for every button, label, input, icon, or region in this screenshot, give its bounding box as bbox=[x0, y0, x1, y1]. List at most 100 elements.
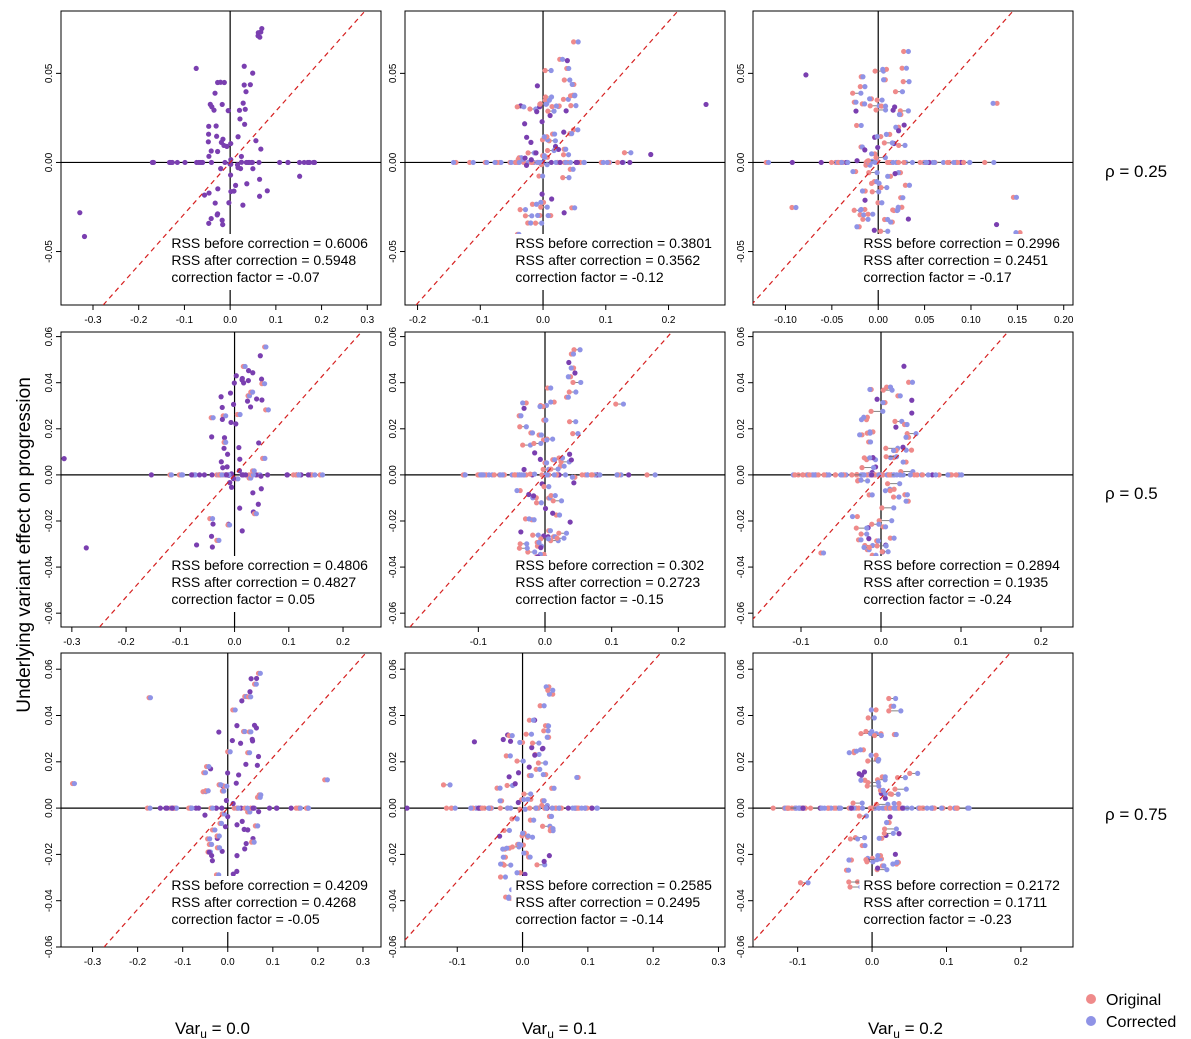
overlapping-point bbox=[201, 472, 207, 478]
y-tick-label: -0.04 bbox=[44, 889, 55, 912]
regression-dashed-line bbox=[102, 11, 366, 305]
original-point bbox=[789, 204, 795, 211]
overlapping-point bbox=[305, 472, 311, 478]
overlapping-point bbox=[239, 375, 245, 382]
overlapping-point bbox=[539, 119, 545, 125]
corrected-point bbox=[516, 159, 522, 166]
x-tick-label: 0.2 bbox=[311, 957, 325, 968]
corrected-point bbox=[536, 740, 542, 746]
overlapping-point bbox=[237, 116, 243, 122]
original-point bbox=[523, 400, 529, 406]
original-point bbox=[884, 159, 891, 166]
overlapping-point bbox=[241, 63, 247, 69]
original-point bbox=[545, 687, 551, 693]
corrected-point bbox=[543, 805, 549, 811]
corrected-point bbox=[548, 399, 554, 405]
original-point bbox=[503, 753, 509, 759]
corrected-point bbox=[857, 432, 863, 438]
original-point bbox=[864, 783, 870, 789]
corrected-point bbox=[880, 787, 886, 793]
overlapping-point bbox=[247, 689, 253, 695]
original-point bbox=[523, 731, 529, 737]
corrected-point bbox=[500, 846, 506, 852]
corrected-point bbox=[530, 717, 536, 723]
corrected-point bbox=[538, 440, 544, 447]
x-tick-label: 0.2 bbox=[671, 637, 685, 648]
corrected-point bbox=[528, 220, 534, 226]
corrected-point bbox=[924, 159, 930, 166]
corrected-point bbox=[874, 133, 880, 140]
overlapping-point bbox=[901, 363, 907, 369]
y-tick-label: 0.02 bbox=[388, 419, 399, 439]
original-point bbox=[542, 97, 548, 103]
overlapping-point bbox=[239, 698, 245, 704]
overlapping-point bbox=[899, 805, 906, 811]
corrected-point bbox=[237, 411, 243, 418]
y-tick-label: 0.02 bbox=[736, 752, 747, 772]
corrected-point bbox=[930, 159, 936, 166]
overlapping-point bbox=[901, 122, 907, 128]
overlapping-point bbox=[206, 849, 212, 855]
corrected-point bbox=[516, 472, 522, 478]
original-point bbox=[865, 715, 871, 721]
corrected-point bbox=[212, 827, 218, 833]
corrected-point bbox=[864, 525, 870, 531]
corrected-point bbox=[890, 447, 897, 454]
corrected-point bbox=[202, 770, 209, 776]
original-point bbox=[869, 521, 875, 527]
row-label-rho-025: ρ = 0.25 bbox=[1105, 162, 1167, 181]
overlapping-point bbox=[297, 173, 303, 179]
corrected-point bbox=[324, 777, 330, 783]
corrected-point bbox=[528, 731, 535, 737]
corrected-point bbox=[893, 124, 899, 130]
corrected-point bbox=[568, 365, 574, 371]
corrected-point bbox=[569, 474, 575, 480]
overlapping-point bbox=[220, 221, 226, 228]
corrected-point bbox=[874, 170, 880, 176]
original-point bbox=[872, 68, 878, 74]
x-tick-label: 0.3 bbox=[712, 957, 726, 968]
overlapping-point bbox=[507, 738, 514, 744]
corrected-point bbox=[544, 204, 550, 210]
overlapping-point bbox=[234, 723, 240, 729]
overlapping-point bbox=[254, 762, 260, 768]
overlapping-point bbox=[234, 853, 240, 859]
overlapping-point bbox=[236, 107, 243, 113]
corrected-point bbox=[552, 138, 558, 144]
corrected-point bbox=[547, 528, 554, 534]
corrected-point bbox=[865, 478, 871, 484]
original-point bbox=[879, 549, 885, 555]
overlapping-point bbox=[530, 493, 537, 499]
corrected-point bbox=[546, 97, 552, 103]
overlapping-point bbox=[236, 772, 242, 778]
corrected-point bbox=[262, 455, 268, 461]
corrected-point bbox=[821, 805, 828, 811]
corrected-point bbox=[885, 549, 891, 555]
corrected-point bbox=[246, 750, 253, 756]
corrected-point bbox=[507, 753, 513, 759]
corrected-point bbox=[499, 472, 505, 478]
corrected-point bbox=[250, 472, 256, 478]
overlapping-point bbox=[77, 210, 83, 216]
overlapping-point bbox=[264, 472, 271, 478]
overlapping-point bbox=[245, 368, 252, 374]
scatter-panel: -0.3 -0.2 -0.1 0.0 0.1 0.2 0.3 -0.06 -0.04 -0.02 0… bbox=[44, 652, 382, 968]
corrected-point bbox=[865, 216, 871, 222]
y-tick-label: 0.00 bbox=[736, 152, 747, 172]
corrected-point bbox=[524, 545, 530, 551]
x-tick-label: -0.3 bbox=[63, 637, 81, 648]
y-tick-label: -0.04 bbox=[388, 889, 399, 912]
x-tick-label: 0.1 bbox=[954, 637, 968, 648]
corrected-point bbox=[575, 431, 581, 437]
rss-annotation: RSS after correction = 0.3562 bbox=[515, 252, 700, 268]
x-tick-label: 0.2 bbox=[1014, 957, 1028, 968]
rss-annotation: correction factor = -0.24 bbox=[863, 591, 1011, 607]
rss-annotation: correction factor = 0.05 bbox=[171, 591, 315, 607]
overlapping-point bbox=[875, 865, 881, 871]
rss-annotation: RSS after correction = 0.2723 bbox=[515, 574, 700, 590]
original-point bbox=[828, 159, 835, 166]
original-point bbox=[571, 347, 577, 353]
corrected-point bbox=[565, 152, 572, 158]
x-tick-label: -0.1 bbox=[176, 315, 194, 326]
corrected-point bbox=[566, 65, 572, 72]
